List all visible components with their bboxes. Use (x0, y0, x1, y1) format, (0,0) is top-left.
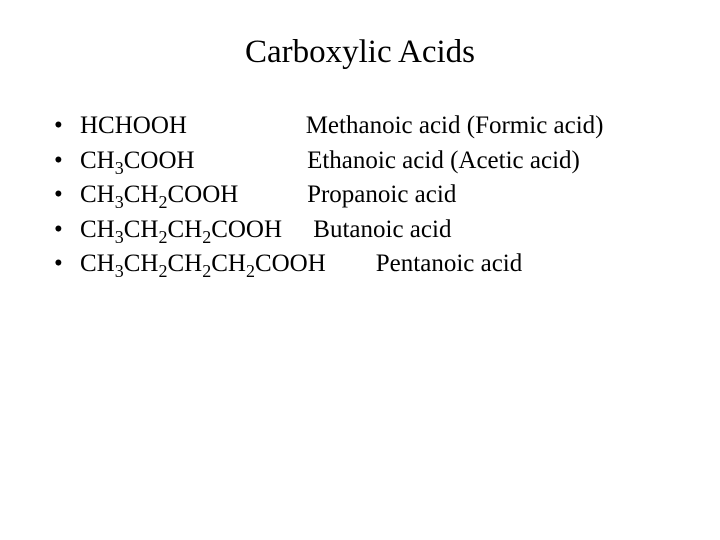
list-item-content: CH3COOH Ethanoic acid (Acetic acid) (80, 144, 670, 179)
acid-list: •HCHOOH Methanoic acid (Formic acid)•CH3… (50, 109, 670, 282)
list-item: •CH3CH2CH2COOH Butanoic acid (50, 213, 670, 248)
list-item-content: HCHOOH Methanoic acid (Formic acid) (80, 109, 670, 144)
slide-title: Carboxylic Acids (50, 34, 670, 71)
list-item: •CH3CH2CH2CH2COOH Pentanoic acid (50, 247, 670, 282)
bullet-icon: • (50, 178, 80, 213)
bullet-icon: • (50, 109, 80, 144)
bullet-icon: • (50, 247, 80, 282)
list-item: •HCHOOH Methanoic acid (Formic acid) (50, 109, 670, 144)
bullet-icon: • (50, 213, 80, 248)
list-item-content: CH3CH2CH2COOH Butanoic acid (80, 213, 670, 248)
bullet-icon: • (50, 144, 80, 179)
list-item: •CH3COOH Ethanoic acid (Acetic acid) (50, 144, 670, 179)
list-item-content: CH3CH2CH2CH2COOH Pentanoic acid (80, 247, 670, 282)
list-item: •CH3CH2COOH Propanoic acid (50, 178, 670, 213)
list-item-content: CH3CH2COOH Propanoic acid (80, 178, 670, 213)
